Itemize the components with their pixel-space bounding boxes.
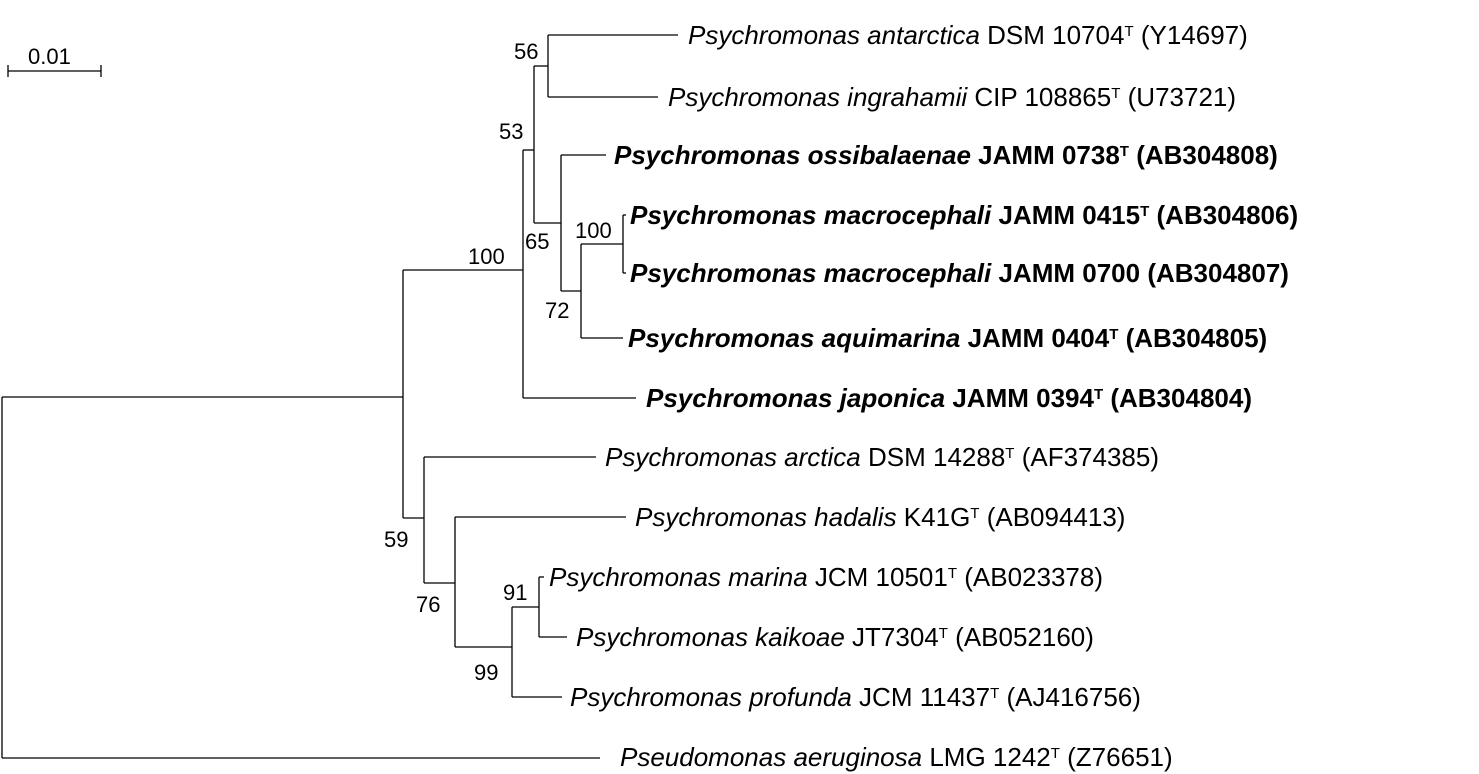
type-strain-mark: T <box>990 685 999 702</box>
taxon-name: Psychromonas hadalis <box>635 502 897 532</box>
bootstrap-label: 56 <box>514 39 538 64</box>
taxon-label-macrocephali1: Psychromonas macrocephali JAMM 0415T (AB… <box>630 200 1298 230</box>
taxon-label-kaikoae: Psychromonas kaikoae JT7304T (AB052160) <box>576 622 1094 652</box>
strain-name: JCM 10501 <box>808 562 948 592</box>
bootstrap-label: 53 <box>499 119 523 144</box>
taxon-name: Psychromonas aquimarina <box>628 323 960 353</box>
bootstrap-label: 65 <box>525 229 549 254</box>
accession-number: (AB094413) <box>979 502 1125 532</box>
bootstrap-label: 100 <box>575 218 612 243</box>
scale-bar-label: 0.01 <box>28 44 71 69</box>
type-strain-mark: T <box>939 625 948 642</box>
accession-number: (AB304805) <box>1118 323 1267 353</box>
bootstrap-label: 99 <box>474 660 498 685</box>
tree-branches <box>1 34 678 759</box>
taxon-name: Psychromonas japonica <box>646 383 945 413</box>
taxon-label-hadalis: Psychromonas hadalis K41GT (AB094413) <box>635 502 1125 532</box>
bootstrap-labels: 56 53 100 65 100 72 59 76 91 99 <box>384 39 612 685</box>
taxon-name: Psychromonas profunda <box>570 682 852 712</box>
taxon-name: Psychromonas antarctica <box>688 20 980 50</box>
taxon-label-macrocephali2: Psychromonas macrocephali JAMM 0700 (AB3… <box>630 258 1289 288</box>
strain-name: JAMM 0394 <box>945 383 1094 413</box>
type-strain-mark: T <box>1109 326 1118 343</box>
accession-number: (AF374385) <box>1014 442 1159 472</box>
type-strain-mark: T <box>1051 745 1060 762</box>
taxon-label-ingrahamii: Psychromonas ingrahamii CIP 108865T (U73… <box>668 82 1236 112</box>
strain-name: JT7304 <box>845 622 939 652</box>
strain-name: CIP 108865 <box>967 82 1111 112</box>
taxon-name: Psychromonas ossibalaenae <box>614 140 971 170</box>
type-strain-mark: T <box>1140 203 1149 220</box>
accession-number: (AJ416756) <box>999 682 1141 712</box>
strain-name: LMG 1242 <box>922 742 1051 772</box>
accession-number: (AB023378) <box>957 562 1103 592</box>
strain-name: JAMM 0700 <box>991 258 1140 288</box>
taxon-label-arctica: Psychromonas arctica DSM 14288T (AF37438… <box>605 442 1159 472</box>
strain-name: JCM 11437 <box>852 682 990 712</box>
taxon-label-japonica: Psychromonas japonica JAMM 0394T (AB3048… <box>646 383 1252 413</box>
taxon-label-antarctica: Psychromonas antarctica DSM 10704T (Y146… <box>688 20 1248 50</box>
strain-name: JAMM 0738 <box>971 140 1120 170</box>
taxon-name: Pseudomonas aeruginosa <box>620 742 922 772</box>
strain-name: JAMM 0415 <box>991 200 1140 230</box>
taxon-name: Psychromonas ingrahamii <box>668 82 968 112</box>
taxon-label-aeruginosa: Pseudomonas aeruginosa LMG 1242T (Z76651… <box>620 742 1173 772</box>
taxon-name: Psychromonas kaikoae <box>576 622 845 652</box>
accession-number: (Y14697) <box>1134 20 1248 50</box>
accession-number: (AB304806) <box>1149 200 1298 230</box>
taxon-label-profunda: Psychromonas profunda JCM 11437T (AJ4167… <box>570 682 1141 712</box>
accession-number: (AB052160) <box>948 622 1094 652</box>
taxon-labels: Psychromonas antarctica DSM 10704T (Y146… <box>549 20 1298 772</box>
strain-name: DSM 10704 <box>980 20 1125 50</box>
type-strain-mark: T <box>1111 85 1120 102</box>
bootstrap-label: 100 <box>468 244 505 269</box>
strain-name: K41G <box>897 502 971 532</box>
accession-number: (U73721) <box>1120 82 1236 112</box>
type-strain-mark: T <box>948 565 957 582</box>
taxon-label-aquimarina: Psychromonas aquimarina JAMM 0404T (AB30… <box>628 323 1267 353</box>
type-strain-mark: T <box>1120 143 1129 160</box>
accession-number: (AB304807) <box>1140 258 1289 288</box>
bootstrap-label: 91 <box>503 580 527 605</box>
accession-number: (AB304808) <box>1129 140 1278 170</box>
bootstrap-label: 72 <box>545 298 569 323</box>
taxon-name: Psychromonas marina <box>549 562 808 592</box>
taxon-name: Psychromonas macrocephali <box>630 258 992 288</box>
accession-number: (AB304804) <box>1103 383 1252 413</box>
type-strain-mark: T <box>1124 23 1133 40</box>
bootstrap-label: 59 <box>384 527 408 552</box>
type-strain-mark: T <box>1005 445 1014 462</box>
accession-number: (Z76651) <box>1060 742 1173 772</box>
taxon-label-marina: Psychromonas marina JCM 10501T (AB023378… <box>549 562 1103 592</box>
type-strain-mark: T <box>1094 386 1103 403</box>
scale-bar: 0.01 <box>7 44 102 77</box>
taxon-name: Psychromonas macrocephali <box>630 200 992 230</box>
strain-name: DSM 14288 <box>861 442 1006 472</box>
type-strain-mark: T <box>970 505 979 522</box>
taxon-name: Psychromonas arctica <box>605 442 861 472</box>
bootstrap-label: 76 <box>416 592 440 617</box>
taxon-label-ossibalaenae: Psychromonas ossibalaenae JAMM 0738T (AB… <box>614 140 1278 170</box>
strain-name: JAMM 0404 <box>960 323 1109 353</box>
